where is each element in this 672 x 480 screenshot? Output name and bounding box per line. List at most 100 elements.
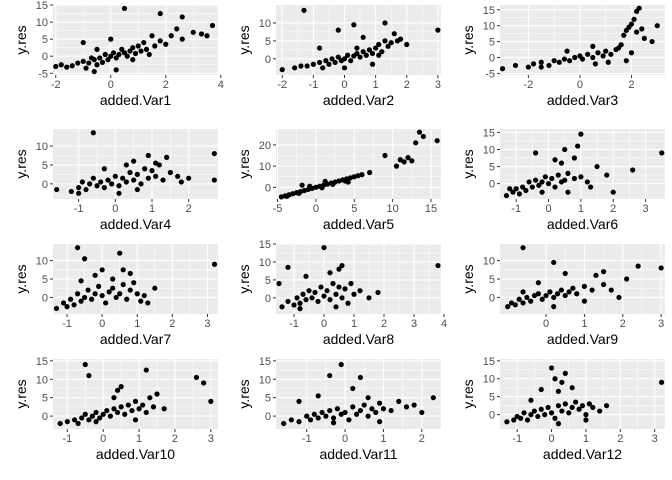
x-tick-label: -2 — [523, 79, 533, 91]
data-point — [94, 62, 100, 68]
x-tick-label: 1 — [149, 203, 155, 215]
x-tick-label: 0 — [341, 79, 347, 91]
data-point — [116, 190, 122, 196]
data-point — [131, 280, 137, 286]
data-point — [306, 288, 312, 294]
data-point — [575, 143, 581, 149]
data-point — [562, 292, 568, 299]
data-point — [376, 52, 382, 58]
data-point — [380, 406, 387, 412]
data-point — [116, 183, 122, 189]
data-point — [174, 26, 180, 32]
data-point — [276, 280, 282, 287]
x-tick-label: 0 — [321, 318, 327, 330]
data-point — [573, 399, 579, 405]
data-point — [430, 395, 436, 401]
data-point — [83, 65, 89, 71]
data-point — [113, 294, 119, 301]
data-point — [545, 404, 551, 411]
y-tick-label: 0 — [489, 53, 495, 65]
data-point — [106, 289, 112, 295]
y-tick-label: 10 — [483, 256, 495, 268]
data-point — [551, 294, 557, 301]
data-point — [584, 179, 590, 185]
data-point — [57, 420, 63, 427]
x-tick-label: -1 — [512, 433, 522, 445]
x-tick-label: 3 — [643, 203, 649, 215]
data-point — [285, 298, 291, 305]
data-point — [636, 5, 642, 11]
data-point — [635, 263, 641, 269]
x-tick-label: 2 — [381, 318, 387, 330]
data-point — [110, 285, 116, 291]
data-point — [434, 138, 440, 144]
y-tick-label: 15 — [483, 127, 495, 139]
x-tick-label: -1 — [74, 203, 84, 215]
data-point — [315, 298, 321, 305]
panel-background — [53, 5, 218, 75]
y-tick-label: 10 — [483, 21, 495, 33]
data-point — [523, 187, 529, 194]
data-point — [589, 287, 595, 293]
y-tick-label: 5 — [265, 36, 271, 48]
data-point — [520, 300, 526, 306]
data-point — [127, 169, 133, 176]
data-point — [110, 50, 117, 56]
data-point — [161, 406, 167, 412]
x-tick-label: 15 — [425, 203, 437, 215]
data-point — [297, 306, 303, 312]
x-tick-label: 1 — [136, 433, 142, 445]
data-point — [178, 179, 184, 185]
data-point — [116, 51, 122, 58]
data-point — [579, 403, 586, 409]
data-point — [120, 281, 126, 288]
x-tick-label: 0 — [112, 203, 118, 215]
y-tick-label: 0 — [489, 410, 495, 422]
data-point — [535, 280, 541, 286]
data-point — [545, 181, 552, 187]
data-point — [209, 22, 216, 29]
x-tick-label: 2 — [186, 203, 192, 215]
data-point — [64, 419, 70, 425]
data-point — [520, 245, 526, 251]
data-point — [91, 57, 97, 63]
data-point — [590, 54, 596, 61]
data-point — [373, 409, 379, 416]
data-point — [142, 166, 148, 172]
data-point — [526, 179, 532, 185]
data-point — [193, 374, 200, 381]
data-point — [86, 372, 92, 379]
data-point — [114, 409, 121, 416]
data-point — [547, 289, 553, 295]
data-point — [583, 412, 589, 418]
x-tick-label: 1 — [351, 318, 357, 330]
panel-background — [500, 129, 665, 199]
data-point — [561, 56, 568, 62]
data-point — [211, 150, 217, 157]
data-point — [571, 155, 578, 161]
y-tick-label: 0 — [489, 179, 495, 191]
y-tick-label: 0 — [489, 292, 495, 304]
y-tick-label: 10 — [36, 17, 48, 29]
y-tick-label: 5 — [42, 160, 48, 172]
data-point — [124, 296, 130, 302]
data-point — [300, 291, 306, 297]
data-point — [528, 397, 534, 403]
x-tick-label: 1 — [373, 79, 379, 91]
data-point — [67, 296, 74, 302]
data-point — [330, 415, 337, 421]
x-tick-label: 0 — [100, 433, 106, 445]
data-point — [103, 300, 109, 306]
data-point — [535, 413, 541, 420]
data-point — [131, 158, 137, 164]
data-point — [85, 287, 91, 293]
x-axis-label: added.Var10 — [96, 446, 175, 462]
x-axis-label: added.Var4 — [100, 216, 172, 232]
data-point — [360, 34, 366, 40]
data-point — [99, 267, 105, 273]
data-point — [324, 288, 330, 294]
scatter-panel-6: -1 0 1 2 3 0 5 10 15 added.Var6 y.res — [460, 127, 665, 232]
data-point — [539, 179, 545, 185]
data-point — [590, 404, 596, 411]
data-point — [319, 185, 325, 191]
